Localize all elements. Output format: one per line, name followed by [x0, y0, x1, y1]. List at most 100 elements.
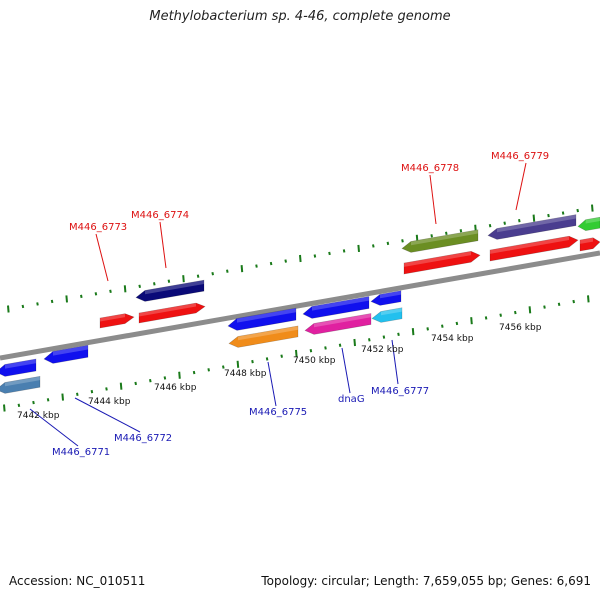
leader-line	[429, 174, 437, 225]
scale-tick	[572, 299, 575, 304]
gene-arrow	[304, 313, 372, 335]
scale-tick	[401, 239, 404, 243]
gene-features	[0, 214, 600, 394]
gene-arrow	[302, 296, 370, 319]
gene-label-bottom: M446_6777	[371, 386, 429, 397]
scale-tick	[192, 370, 196, 375]
scale-tick	[269, 261, 273, 266]
scale-tick	[7, 305, 10, 313]
gene-arrow	[487, 214, 577, 240]
scale-tick	[430, 234, 433, 238]
gene-arrow	[227, 307, 297, 331]
gene-label-top: M446_6774	[131, 210, 189, 221]
leader-line	[391, 339, 399, 385]
scale-tick	[397, 332, 400, 337]
scale-tick	[543, 305, 546, 309]
scale-tick	[80, 294, 83, 299]
gene-arrow	[228, 325, 299, 348]
scale-tick	[455, 321, 459, 326]
scale-tick	[21, 304, 25, 309]
scale-tick	[32, 400, 35, 405]
scale-tick	[149, 379, 152, 383]
scale-tick	[226, 269, 229, 273]
leader-line	[515, 162, 527, 211]
kbp-label: 7442 kbp	[17, 411, 60, 421]
genome-backbone	[0, 250, 600, 361]
scale-tick	[313, 254, 317, 258]
leader-line	[95, 233, 109, 282]
scale-tick	[123, 285, 127, 293]
gene-arrow	[135, 279, 205, 302]
kbp-labels: 7442 kbp 7444 kbp 7446 kbp 7448 kbp 7450 kbp…	[17, 323, 542, 421]
scale-tick	[255, 264, 258, 268]
scale-tick	[382, 335, 386, 339]
scale-tick	[328, 251, 331, 256]
leader-line	[341, 347, 351, 394]
scale-tick	[105, 387, 108, 391]
gene-labels: M446_6773 M446_6774 M446_6778 M446_6779 M446…	[52, 151, 549, 458]
kbp-label: 7446 kbp	[154, 383, 197, 393]
scale-tick	[576, 208, 579, 213]
scale-tick	[357, 244, 360, 253]
kbp-label: 7452 kbp	[361, 345, 404, 355]
kbp-label: 7456 kbp	[499, 323, 542, 333]
gene-label-bottom: M446_6772	[114, 433, 172, 444]
scale-tick	[561, 211, 565, 215]
gene-label-top: M446_6773	[69, 222, 127, 233]
gene-arrow	[43, 344, 89, 364]
scale-tick	[119, 382, 123, 390]
scale-tick	[211, 271, 214, 276]
gene-arrow	[99, 313, 135, 329]
scale-tick	[503, 221, 506, 225]
scale-tick	[251, 359, 254, 364]
scale-tick	[338, 343, 342, 347]
scale-tick	[36, 302, 39, 306]
scale-tick	[353, 338, 356, 347]
scale-tick	[309, 349, 313, 353]
leader-line	[159, 221, 167, 269]
scale-tick	[65, 295, 68, 303]
scale-tick	[138, 284, 141, 288]
scale-tick	[76, 392, 79, 397]
scale-tick	[587, 295, 590, 303]
gene-arrow	[370, 290, 402, 306]
gene-label-bottom: dnaG	[338, 394, 365, 405]
kbp-label: 7444 kbp	[88, 397, 131, 407]
scale-tick	[182, 275, 185, 283]
leader-line	[29, 408, 79, 447]
scale-tick	[445, 231, 448, 235]
scale-tick	[17, 403, 21, 407]
gene-arrow	[579, 237, 600, 252]
scale-tick	[167, 279, 171, 283]
scale-tick	[441, 324, 444, 328]
scale-tick	[207, 368, 210, 372]
kbp-label: 7450 kbp	[293, 356, 336, 366]
scale-tick	[372, 244, 375, 248]
scale-tick	[134, 381, 137, 386]
tick-marks	[3, 204, 594, 412]
scale-tick	[240, 265, 244, 273]
scale-tick	[265, 357, 269, 361]
scale-tick	[386, 241, 390, 246]
gene-arrow	[577, 216, 600, 231]
label-leaders	[29, 162, 527, 447]
gene-arrow	[401, 229, 479, 253]
genome-title: Methylobacterium sp. 4-46, complete geno…	[149, 9, 451, 24]
scale-tick	[591, 204, 594, 212]
scale-tick	[488, 224, 492, 228]
scale-tick	[178, 371, 181, 379]
scale-tick	[528, 306, 532, 314]
scale-tick	[61, 393, 64, 401]
leader-line	[74, 397, 141, 433]
scale-tick	[280, 354, 283, 358]
scale-tick	[342, 249, 346, 253]
scale-tick	[3, 404, 6, 412]
scale-tick	[470, 317, 473, 325]
kbp-label: 7448 kbp	[224, 369, 267, 379]
genome-summary: Topology: circular; Length: 7,659,055 bp…	[261, 574, 591, 588]
gene-label-bottom: M446_6771	[52, 447, 110, 458]
gene-label-top: M446_6779	[491, 151, 549, 162]
scale-tick	[222, 365, 225, 369]
gene-label-bottom: M446_6775	[249, 407, 307, 418]
